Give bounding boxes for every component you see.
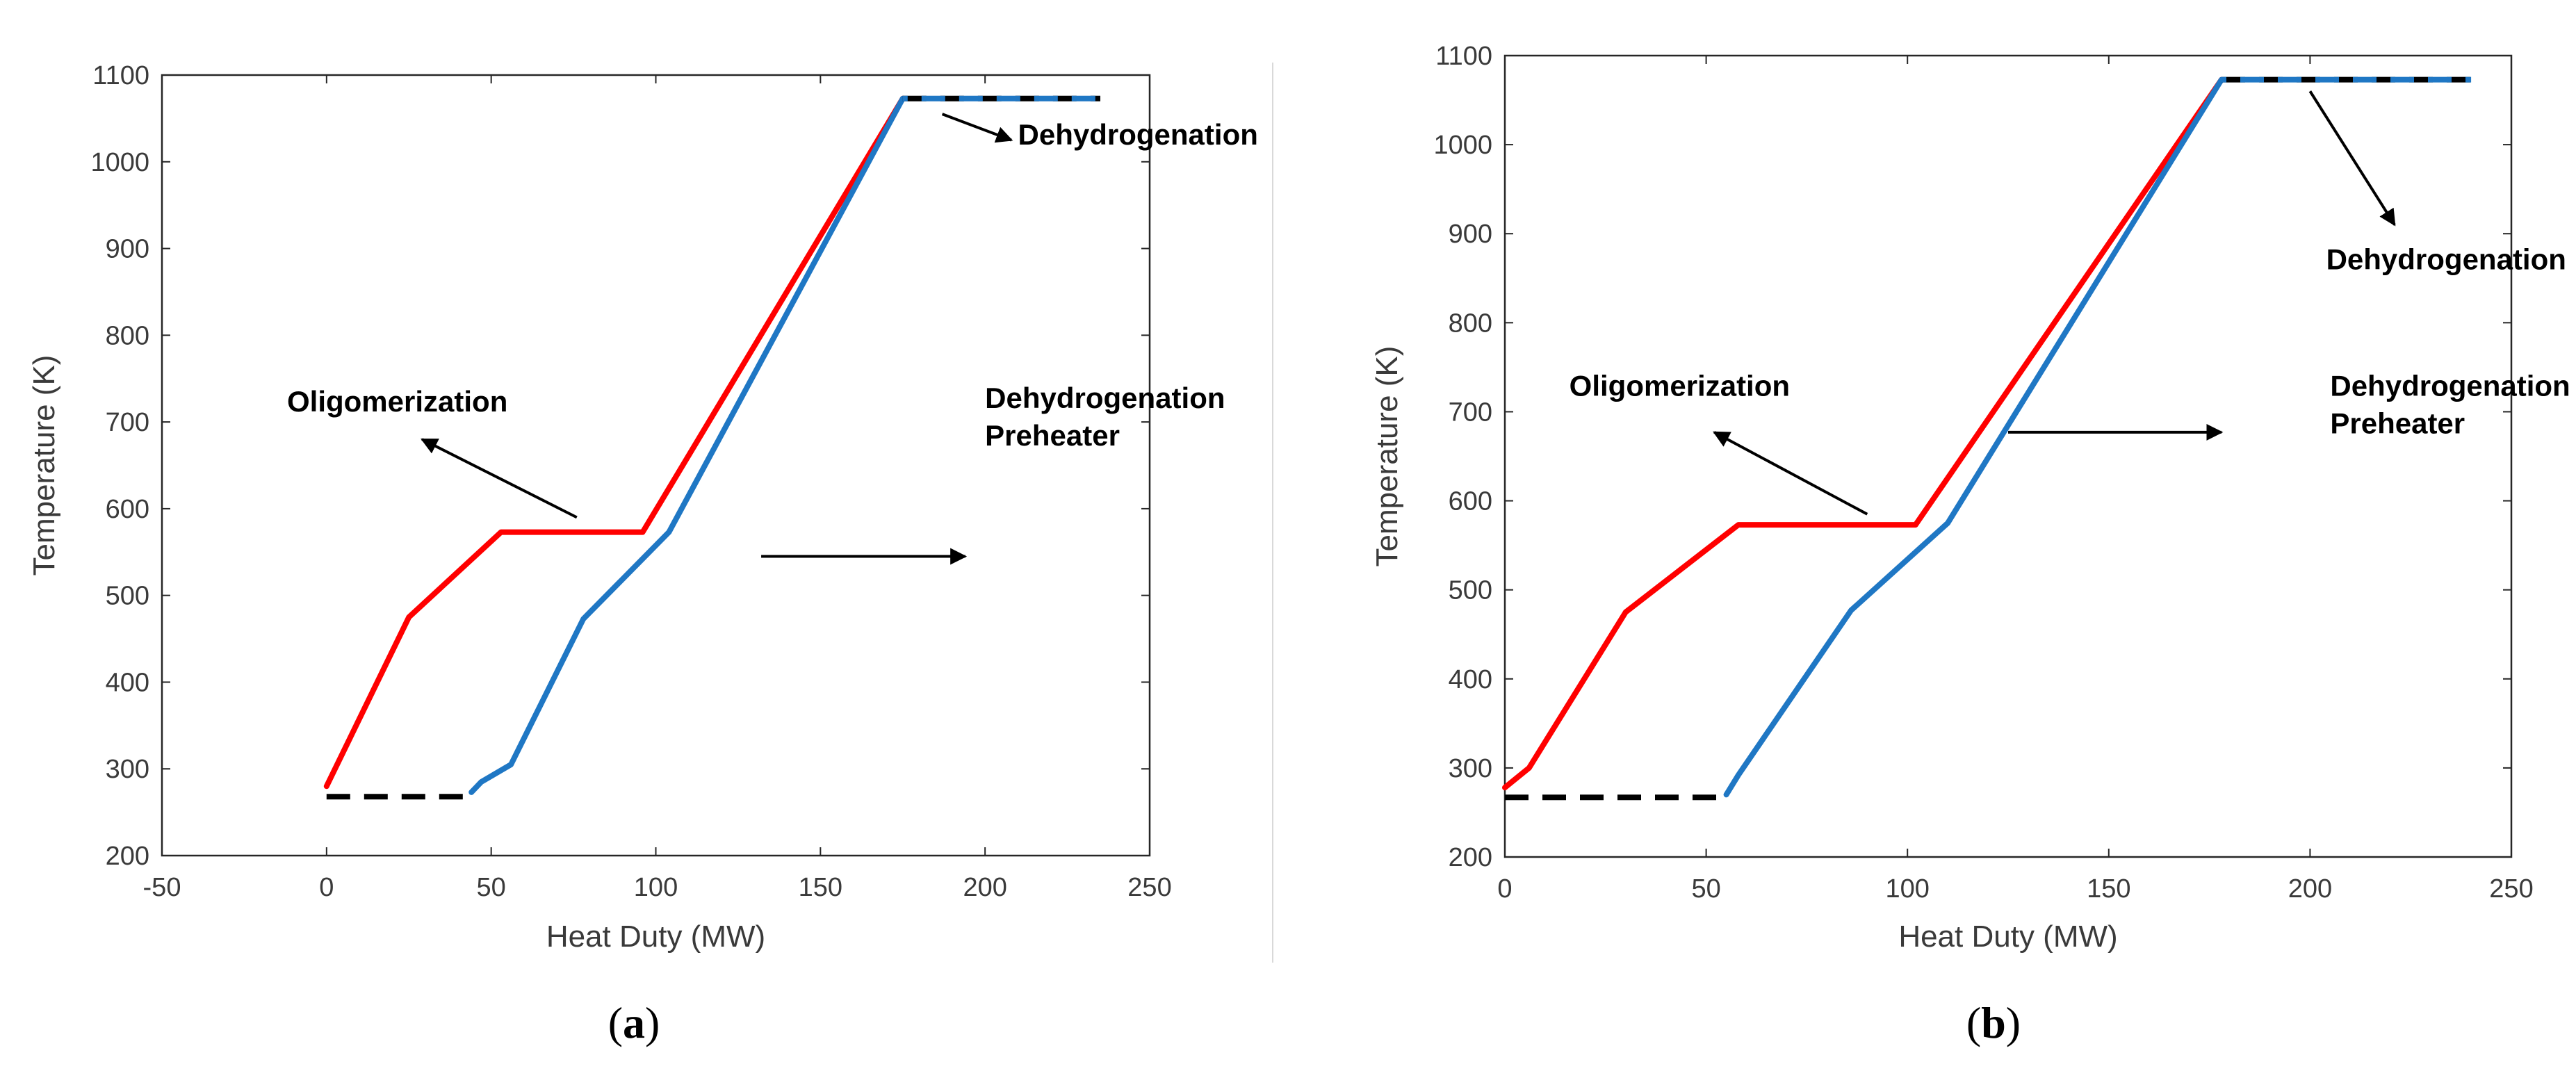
annotation-label: Oligomerization (287, 385, 507, 418)
annotation-label: Preheater (2330, 407, 2465, 439)
series-group (1502, 76, 2472, 801)
panel-label: (b) (1966, 998, 2021, 1047)
x-tick-label: 150 (2087, 874, 2130, 904)
y-axis-title: Temperature (K) (1370, 346, 1404, 567)
annotation-label: Preheater (985, 419, 1120, 452)
panel-label-close-paren: ) (645, 998, 660, 1047)
y-axis-title: Temperature (K) (27, 355, 61, 576)
y-tick-label: 200 (106, 842, 149, 871)
plot-area (1503, 54, 2513, 858)
y-tick-label: 1100 (92, 61, 149, 90)
y-tick-label: 1000 (90, 148, 149, 177)
annotation-label: Dehydrogenation (2326, 243, 2566, 275)
x-tick-label: 250 (2489, 874, 2533, 904)
y-tick-label: 700 (106, 408, 149, 437)
y-tick-label: 900 (106, 235, 149, 264)
y-tick-label: 400 (106, 668, 149, 697)
plot-area (161, 74, 1151, 857)
panel-label-letter: a (623, 998, 645, 1047)
x-tick-label: 200 (963, 873, 1006, 902)
annotation-label: Dehydrogenation (2330, 369, 2570, 402)
annotations: Dehydrogenation Oligomerization Dehydrogen… (287, 113, 1258, 565)
x-tick-label: 50 (477, 873, 506, 902)
axis-ticks: -50 0 50 100 150 200 250 200 300 400 500 600 700 800 9… (90, 61, 1171, 902)
y-tick-label: 800 (1449, 309, 1492, 338)
axis-ticks: 0 50 100 150 200 250 200 300 400 500 600 700 800 900 1… (1433, 42, 2533, 904)
panel-label-open-paren: ( (608, 998, 623, 1047)
annotation-label: Oligomerization (1570, 369, 1790, 402)
annotation-label: Dehydrogenation (985, 382, 1225, 414)
annotation-arrow (941, 113, 1013, 143)
y-tick-label: 500 (1449, 576, 1492, 605)
y-tick-label: 800 (106, 321, 149, 350)
y-tick-label: 700 (1449, 398, 1492, 427)
panel-label-close-paren: ) (2006, 998, 2021, 1047)
x-tick-label: 150 (799, 873, 842, 902)
x-tick-label: 250 (1127, 873, 1171, 902)
x-tick-label: 50 (1691, 874, 1720, 904)
x-axis-title: Heat Duty (MW) (546, 920, 765, 954)
x-tick-label: 0 (1497, 874, 1512, 904)
y-tick-label: 600 (1449, 487, 1492, 516)
chart-panel-a: -50 0 50 100 150 200 250 200 300 400 500 600 700 800 9… (27, 61, 1258, 1047)
x-tick-label: 0 (319, 873, 334, 902)
panel-label-letter: b (1981, 998, 2006, 1047)
x-tick-label: 100 (1885, 874, 1929, 904)
series-line-hot-composite-curve (323, 95, 906, 790)
series-line-cold-composite-curve (468, 95, 906, 795)
annotation-label: Dehydrogenation (1018, 118, 1258, 151)
series-line-hot-composite-curve (1502, 76, 2224, 791)
y-tick-label: 900 (1449, 220, 1492, 249)
annotations: Dehydrogenation Oligomerization Dehydrogen… (1570, 90, 2570, 516)
y-tick-label: 300 (1449, 754, 1492, 783)
y-tick-label: 200 (1449, 843, 1492, 872)
annotation-arrow (1713, 431, 1868, 516)
series-group (323, 95, 1100, 800)
panel-label: (a) (608, 998, 660, 1047)
y-tick-label: 1100 (1435, 42, 1492, 71)
series-line-cold-composite-curve (1723, 76, 2224, 798)
y-tick-label: 500 (106, 582, 149, 611)
x-tick-label: 200 (2288, 874, 2332, 904)
x-tick-label: 100 (634, 873, 678, 902)
x-axis-title: Heat Duty (MW) (1898, 920, 2117, 954)
annotation-arrow (2308, 90, 2396, 227)
y-tick-label: 1000 (1433, 131, 1492, 160)
y-tick-label: 600 (106, 495, 149, 524)
panel-label-open-paren: ( (1966, 998, 1981, 1047)
y-tick-label: 400 (1449, 665, 1492, 694)
annotation-arrow (421, 438, 578, 519)
chart-panel-b: 0 50 100 150 200 250 200 300 400 500 600 700 800 900 1… (1370, 42, 2570, 1047)
x-tick-label: -50 (143, 873, 181, 902)
y-tick-label: 300 (106, 755, 149, 784)
